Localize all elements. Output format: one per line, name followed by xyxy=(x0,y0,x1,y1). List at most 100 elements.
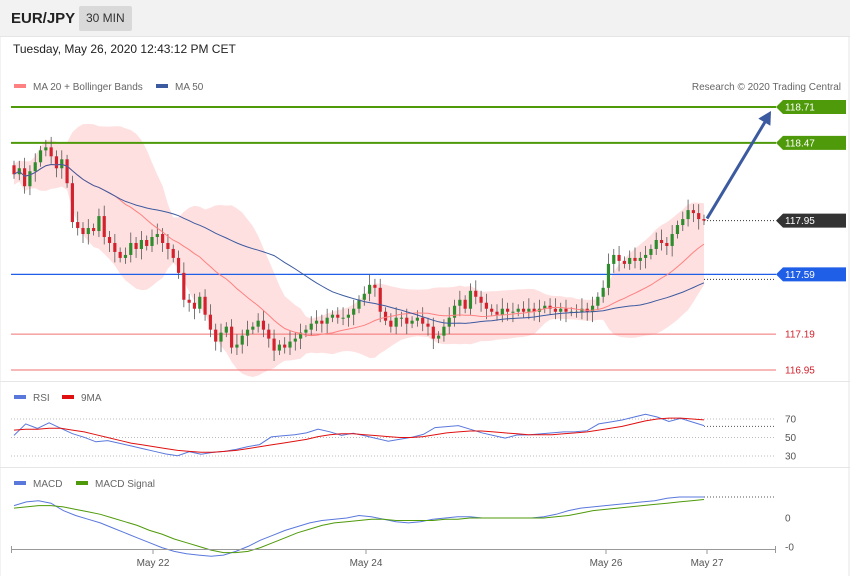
candle-body xyxy=(437,335,441,339)
legend-swatch-rsi-ma xyxy=(62,395,74,399)
candle-body xyxy=(150,237,154,246)
pivot-label: 117.59 xyxy=(785,270,815,281)
last-price-tag xyxy=(776,213,846,228)
legend-ma50: MA 50 xyxy=(175,82,204,93)
candle-body xyxy=(681,219,685,226)
candle-body xyxy=(362,293,366,300)
x-axis-labels: May 22 May 24 May 26 May 27 xyxy=(11,546,776,569)
candle-body xyxy=(484,302,488,309)
candle-body xyxy=(378,287,382,312)
last-price-label: 117.95 xyxy=(785,216,815,227)
projection-arrow xyxy=(705,111,771,220)
candle-body xyxy=(659,239,664,243)
candle-body xyxy=(256,320,260,327)
candle-body xyxy=(134,242,138,249)
candle-body xyxy=(511,311,515,313)
rsi-tick: 70 xyxy=(785,415,797,426)
candle-body xyxy=(123,254,128,258)
candle-body xyxy=(399,317,404,319)
candle-body xyxy=(442,326,446,336)
candle-body xyxy=(283,344,287,348)
candle-body xyxy=(654,239,658,249)
candle-body xyxy=(665,242,669,246)
candle-body xyxy=(38,150,43,163)
candle-body xyxy=(288,341,292,348)
candle-body xyxy=(118,251,122,258)
candle-body xyxy=(81,228,85,235)
x-tick-label: May 22 xyxy=(137,558,170,569)
candle-body xyxy=(617,254,621,261)
legend-rsi: RSI xyxy=(33,393,50,404)
legend-macd: MACD xyxy=(33,479,62,490)
timeframe-button[interactable]: 30 MIN xyxy=(79,6,132,31)
bollinger-fill xyxy=(14,124,704,377)
candle-body xyxy=(463,299,467,309)
candle-body xyxy=(166,242,170,249)
legend-bollinger: MA 20 + Bollinger Bands xyxy=(33,82,143,93)
candle-body xyxy=(670,234,674,246)
candle-body xyxy=(214,329,218,342)
candle-body xyxy=(500,308,504,315)
candle-body xyxy=(649,248,653,255)
candle-body xyxy=(405,317,409,324)
timestamp: Tuesday, May 26, 2020 12:43:12 PM CET xyxy=(13,42,236,56)
legend-swatch-macd-signal xyxy=(76,481,88,485)
candle-body xyxy=(373,284,377,288)
candle-body xyxy=(155,234,159,238)
candle-body xyxy=(325,317,329,324)
macd-line xyxy=(13,496,704,557)
candle-body xyxy=(272,338,276,351)
x-tick-label: May 24 xyxy=(350,558,383,569)
candle-body xyxy=(410,320,414,324)
candle-body xyxy=(590,305,595,312)
candle-body xyxy=(23,168,27,187)
candle-body xyxy=(245,329,250,336)
copyright: Research © 2020 Trading Central xyxy=(692,82,841,93)
candles xyxy=(12,136,706,362)
candle-body xyxy=(60,159,64,169)
key-levels xyxy=(11,106,776,371)
legend-macd-signal: MACD Signal xyxy=(95,479,155,490)
candle-body xyxy=(277,344,281,351)
candle-body xyxy=(691,210,695,214)
macd-panel: 0 -0 xyxy=(13,496,794,557)
candle-body xyxy=(70,183,74,223)
candle-body xyxy=(622,260,626,264)
candle-body xyxy=(638,257,642,261)
candle-body xyxy=(532,308,536,312)
candle-body xyxy=(368,284,372,294)
candle-body xyxy=(203,296,207,315)
top-bar: EUR/JPY 30 MIN xyxy=(0,0,850,37)
legend-swatch-bollinger xyxy=(14,84,26,88)
candle-body xyxy=(506,308,510,312)
support-label: 117.19 xyxy=(785,330,815,341)
candle-body xyxy=(702,219,706,221)
candle-body xyxy=(527,308,531,312)
candle-body xyxy=(394,317,398,327)
candle-body xyxy=(495,311,499,315)
candle-body xyxy=(628,257,632,264)
candle-body xyxy=(235,344,239,348)
candle-body xyxy=(97,216,101,232)
candle-body xyxy=(357,299,361,309)
candle-body xyxy=(389,320,393,327)
bollinger-band xyxy=(14,124,704,377)
candle-body xyxy=(49,147,53,157)
resistance-tag xyxy=(776,135,846,150)
candle-body xyxy=(267,329,271,339)
candle-body xyxy=(601,287,605,297)
candle-body xyxy=(543,305,547,309)
legend-swatch-ma50 xyxy=(156,84,168,88)
candle-body xyxy=(633,257,637,261)
candle-body xyxy=(490,308,494,312)
resistance-label: 118.47 xyxy=(785,138,815,149)
candle-body xyxy=(176,257,181,273)
macd-tick: 0 xyxy=(785,514,791,525)
pivot-tag xyxy=(776,267,846,282)
candle-body xyxy=(341,317,345,319)
candle-body xyxy=(516,308,520,312)
resistance-tag xyxy=(776,100,846,114)
candle-body xyxy=(612,254,616,264)
candle-body xyxy=(65,159,69,184)
